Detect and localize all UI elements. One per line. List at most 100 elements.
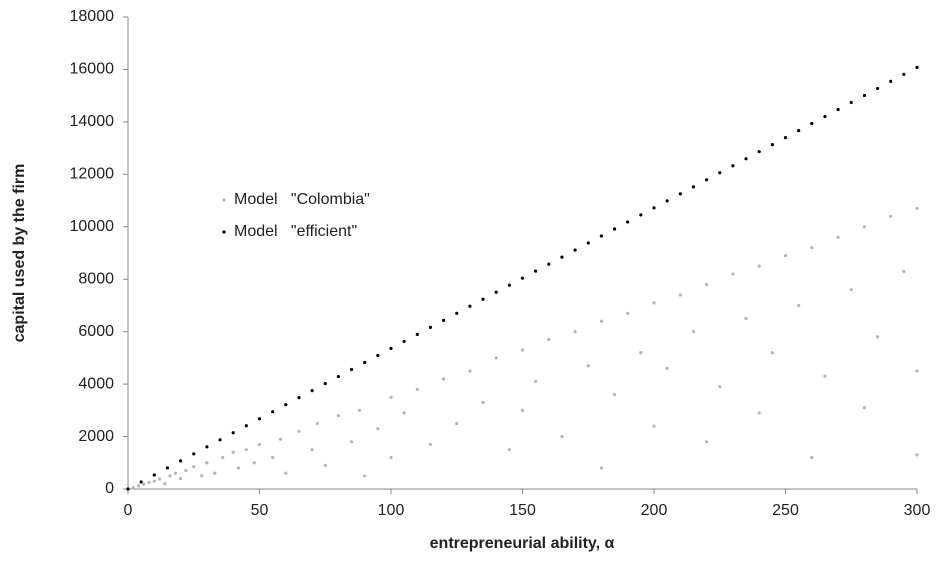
point	[836, 235, 840, 239]
point	[415, 332, 419, 336]
point	[915, 453, 919, 457]
x-axis-label: entrepreneurial ability, α	[430, 535, 615, 552]
point	[783, 136, 788, 140]
y-tick-label: 0	[105, 480, 114, 497]
point	[131, 486, 135, 490]
point	[875, 335, 880, 339]
point	[520, 408, 525, 412]
point	[797, 128, 801, 133]
point	[336, 374, 340, 379]
point	[626, 220, 630, 224]
point	[875, 86, 880, 91]
point	[705, 178, 709, 182]
point	[678, 192, 682, 196]
point	[849, 100, 853, 105]
point	[218, 438, 222, 442]
point	[142, 482, 146, 486]
point	[468, 304, 472, 308]
point	[376, 353, 380, 358]
point	[179, 459, 183, 463]
point	[652, 206, 656, 210]
x-tick-label: 250	[772, 502, 799, 519]
point	[810, 455, 814, 460]
y-tick-label: 10000	[70, 218, 115, 235]
point	[428, 442, 433, 447]
point	[757, 150, 761, 154]
point	[797, 303, 801, 308]
point	[810, 246, 814, 250]
point	[612, 393, 617, 397]
point	[678, 293, 682, 297]
point	[823, 114, 827, 119]
point	[731, 164, 735, 168]
x-tick-label: 150	[509, 502, 536, 519]
point	[357, 408, 362, 412]
point	[428, 325, 433, 329]
point	[152, 479, 156, 483]
point	[810, 121, 814, 126]
point	[231, 450, 235, 454]
point	[297, 396, 301, 400]
point	[278, 437, 283, 441]
point	[284, 403, 288, 407]
point	[297, 429, 301, 433]
point	[915, 369, 919, 373]
point	[836, 107, 840, 112]
point	[586, 241, 590, 245]
point	[507, 283, 511, 287]
point	[244, 424, 248, 428]
point	[744, 157, 748, 161]
point	[192, 465, 196, 469]
point	[705, 282, 709, 287]
point	[731, 272, 735, 276]
point	[862, 406, 867, 410]
point	[205, 445, 209, 449]
point	[147, 480, 151, 485]
point	[336, 413, 340, 418]
y-tick-label: 14000	[70, 113, 115, 130]
y-tick-label: 6000	[78, 323, 114, 340]
y-axis-label: capital used by the firm	[11, 164, 28, 343]
point	[770, 351, 774, 355]
x-tick-label: 50	[251, 502, 269, 519]
point	[520, 348, 525, 352]
point	[271, 455, 275, 460]
point	[376, 427, 380, 431]
point	[139, 480, 143, 484]
point	[323, 463, 327, 467]
point	[534, 269, 538, 273]
point	[718, 171, 722, 175]
point	[184, 469, 188, 473]
point	[163, 482, 167, 486]
point	[547, 262, 551, 266]
y-tick-label: 4000	[78, 375, 114, 392]
point	[652, 301, 656, 305]
point	[915, 65, 919, 69]
legend-label: Model "Colombia"	[234, 191, 370, 208]
point	[126, 487, 130, 491]
point	[363, 360, 367, 365]
y-tick-label: 18000	[70, 8, 115, 25]
point	[520, 276, 525, 280]
point	[599, 234, 604, 238]
point	[665, 199, 669, 203]
point	[481, 297, 485, 301]
y-tick-label: 8000	[78, 270, 114, 287]
point	[363, 474, 367, 478]
y-tick-label: 2000	[78, 428, 114, 445]
point	[494, 356, 498, 360]
point	[402, 411, 406, 415]
point	[691, 330, 696, 334]
point	[284, 471, 288, 475]
point	[173, 471, 177, 475]
point	[455, 311, 459, 315]
point	[783, 254, 788, 258]
x-tick-label: 0	[124, 502, 133, 519]
point	[389, 395, 393, 399]
point	[560, 255, 564, 259]
point	[599, 319, 604, 323]
point	[507, 448, 511, 452]
legend-marker	[222, 230, 226, 234]
point	[192, 452, 196, 456]
point	[665, 366, 669, 370]
